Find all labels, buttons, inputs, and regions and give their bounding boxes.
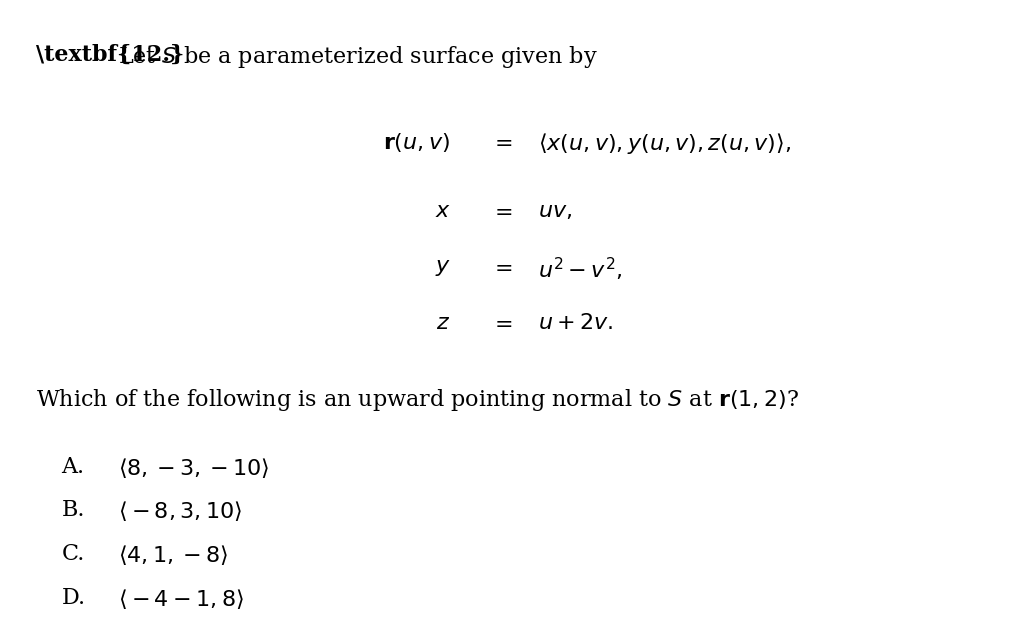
Text: $=$: $=$ [490, 200, 513, 222]
Text: $u + 2v.$: $u + 2v.$ [538, 312, 613, 334]
Text: $z$: $z$ [436, 312, 451, 334]
Text: $=$: $=$ [490, 131, 513, 153]
Text: $\langle x(u, v), y(u, v), z(u, v)\rangle,$: $\langle x(u, v), y(u, v), z(u, v)\rangl… [538, 131, 791, 156]
Text: $\langle 4, 1, -8\rangle$: $\langle 4, 1, -8\rangle$ [118, 543, 227, 567]
Text: $\mathbf{r}(u, v)$: $\mathbf{r}(u, v)$ [384, 131, 451, 154]
Text: $uv,$: $uv,$ [538, 200, 571, 222]
Text: C.: C. [61, 543, 85, 565]
Text: $=$: $=$ [490, 312, 513, 334]
Text: Let $S$ be a parameterized surface given by: Let $S$ be a parameterized surface given… [118, 44, 597, 70]
Text: \textbf{12.}: \textbf{12.} [36, 44, 184, 66]
Text: $\langle 8, -3, -10\rangle$: $\langle 8, -3, -10\rangle$ [118, 456, 269, 479]
Text: Which of the following is an upward pointing normal to $S$ at $\mathbf{r}(1, 2)$: Which of the following is an upward poin… [36, 387, 799, 413]
Text: $\langle -8, 3, 10\rangle$: $\langle -8, 3, 10\rangle$ [118, 499, 242, 523]
Text: $x$: $x$ [434, 200, 451, 222]
Text: $y$: $y$ [434, 256, 451, 278]
Text: D.: D. [61, 587, 86, 608]
Text: $=$: $=$ [490, 256, 513, 278]
Text: $\langle -4 - 1, 8\rangle$: $\langle -4 - 1, 8\rangle$ [118, 587, 244, 610]
Text: B.: B. [61, 499, 85, 521]
Text: $u^2 - v^2,$: $u^2 - v^2,$ [538, 256, 622, 283]
Text: A.: A. [61, 456, 85, 477]
